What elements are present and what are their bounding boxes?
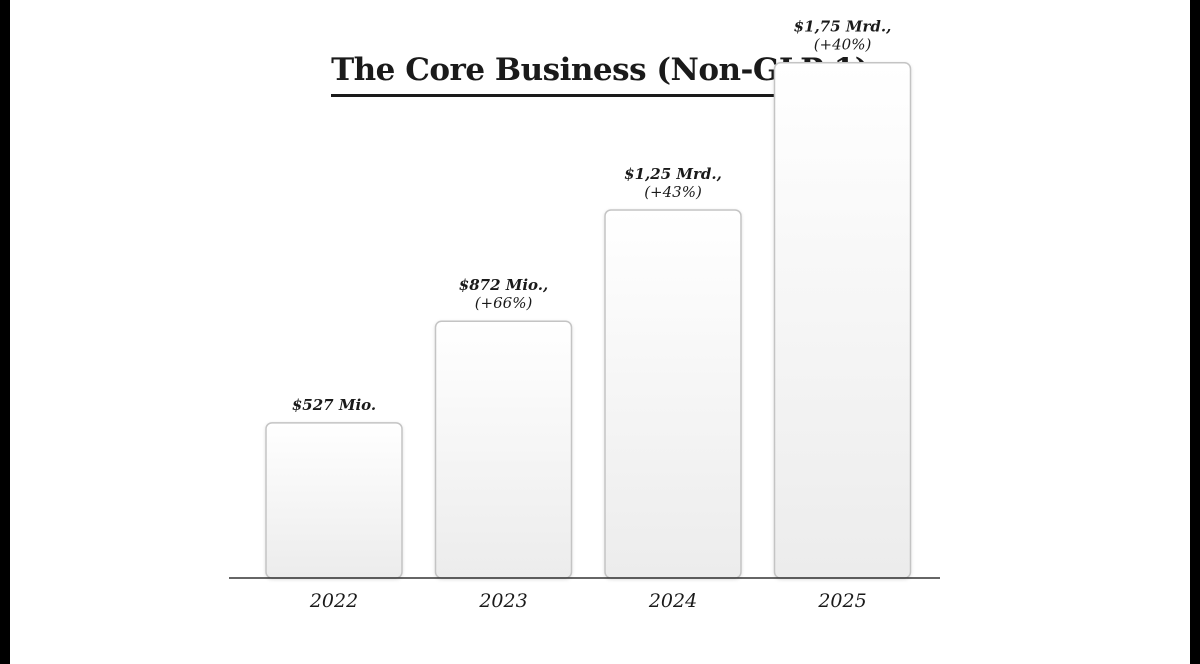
bar-2023: [434, 320, 573, 579]
chart-page: [10, 0, 1190, 664]
data-label-growth: (+66%): [475, 294, 533, 312]
bar-2022: [265, 422, 403, 579]
data-label-value: $527 Mio.: [292, 396, 376, 414]
data-label-growth: (+43%): [644, 183, 702, 201]
x-tick-label: 2023: [478, 590, 527, 612]
data-label-growth: (+40%): [814, 36, 872, 54]
bar-2024: [604, 209, 742, 579]
bars-layer: [265, 61, 912, 579]
x-tick-label: 2025: [817, 590, 866, 612]
data-labels: $527 Mio. $872 Mio.,(+66%) $1,25 Mrd.,(+43…: [292, 18, 891, 414]
data-label-value: $872 Mio.,: [459, 276, 548, 294]
x-tick-label: 2022: [309, 590, 358, 612]
x-tick-labels: 2022 2023 2024 2025: [309, 590, 867, 612]
data-label-value: $1,75 Mrd.,: [794, 18, 892, 36]
bar-2025: [773, 61, 912, 579]
data-label-value: $1,25 Mrd.,: [624, 165, 722, 183]
x-tick-label: 2024: [648, 590, 697, 612]
